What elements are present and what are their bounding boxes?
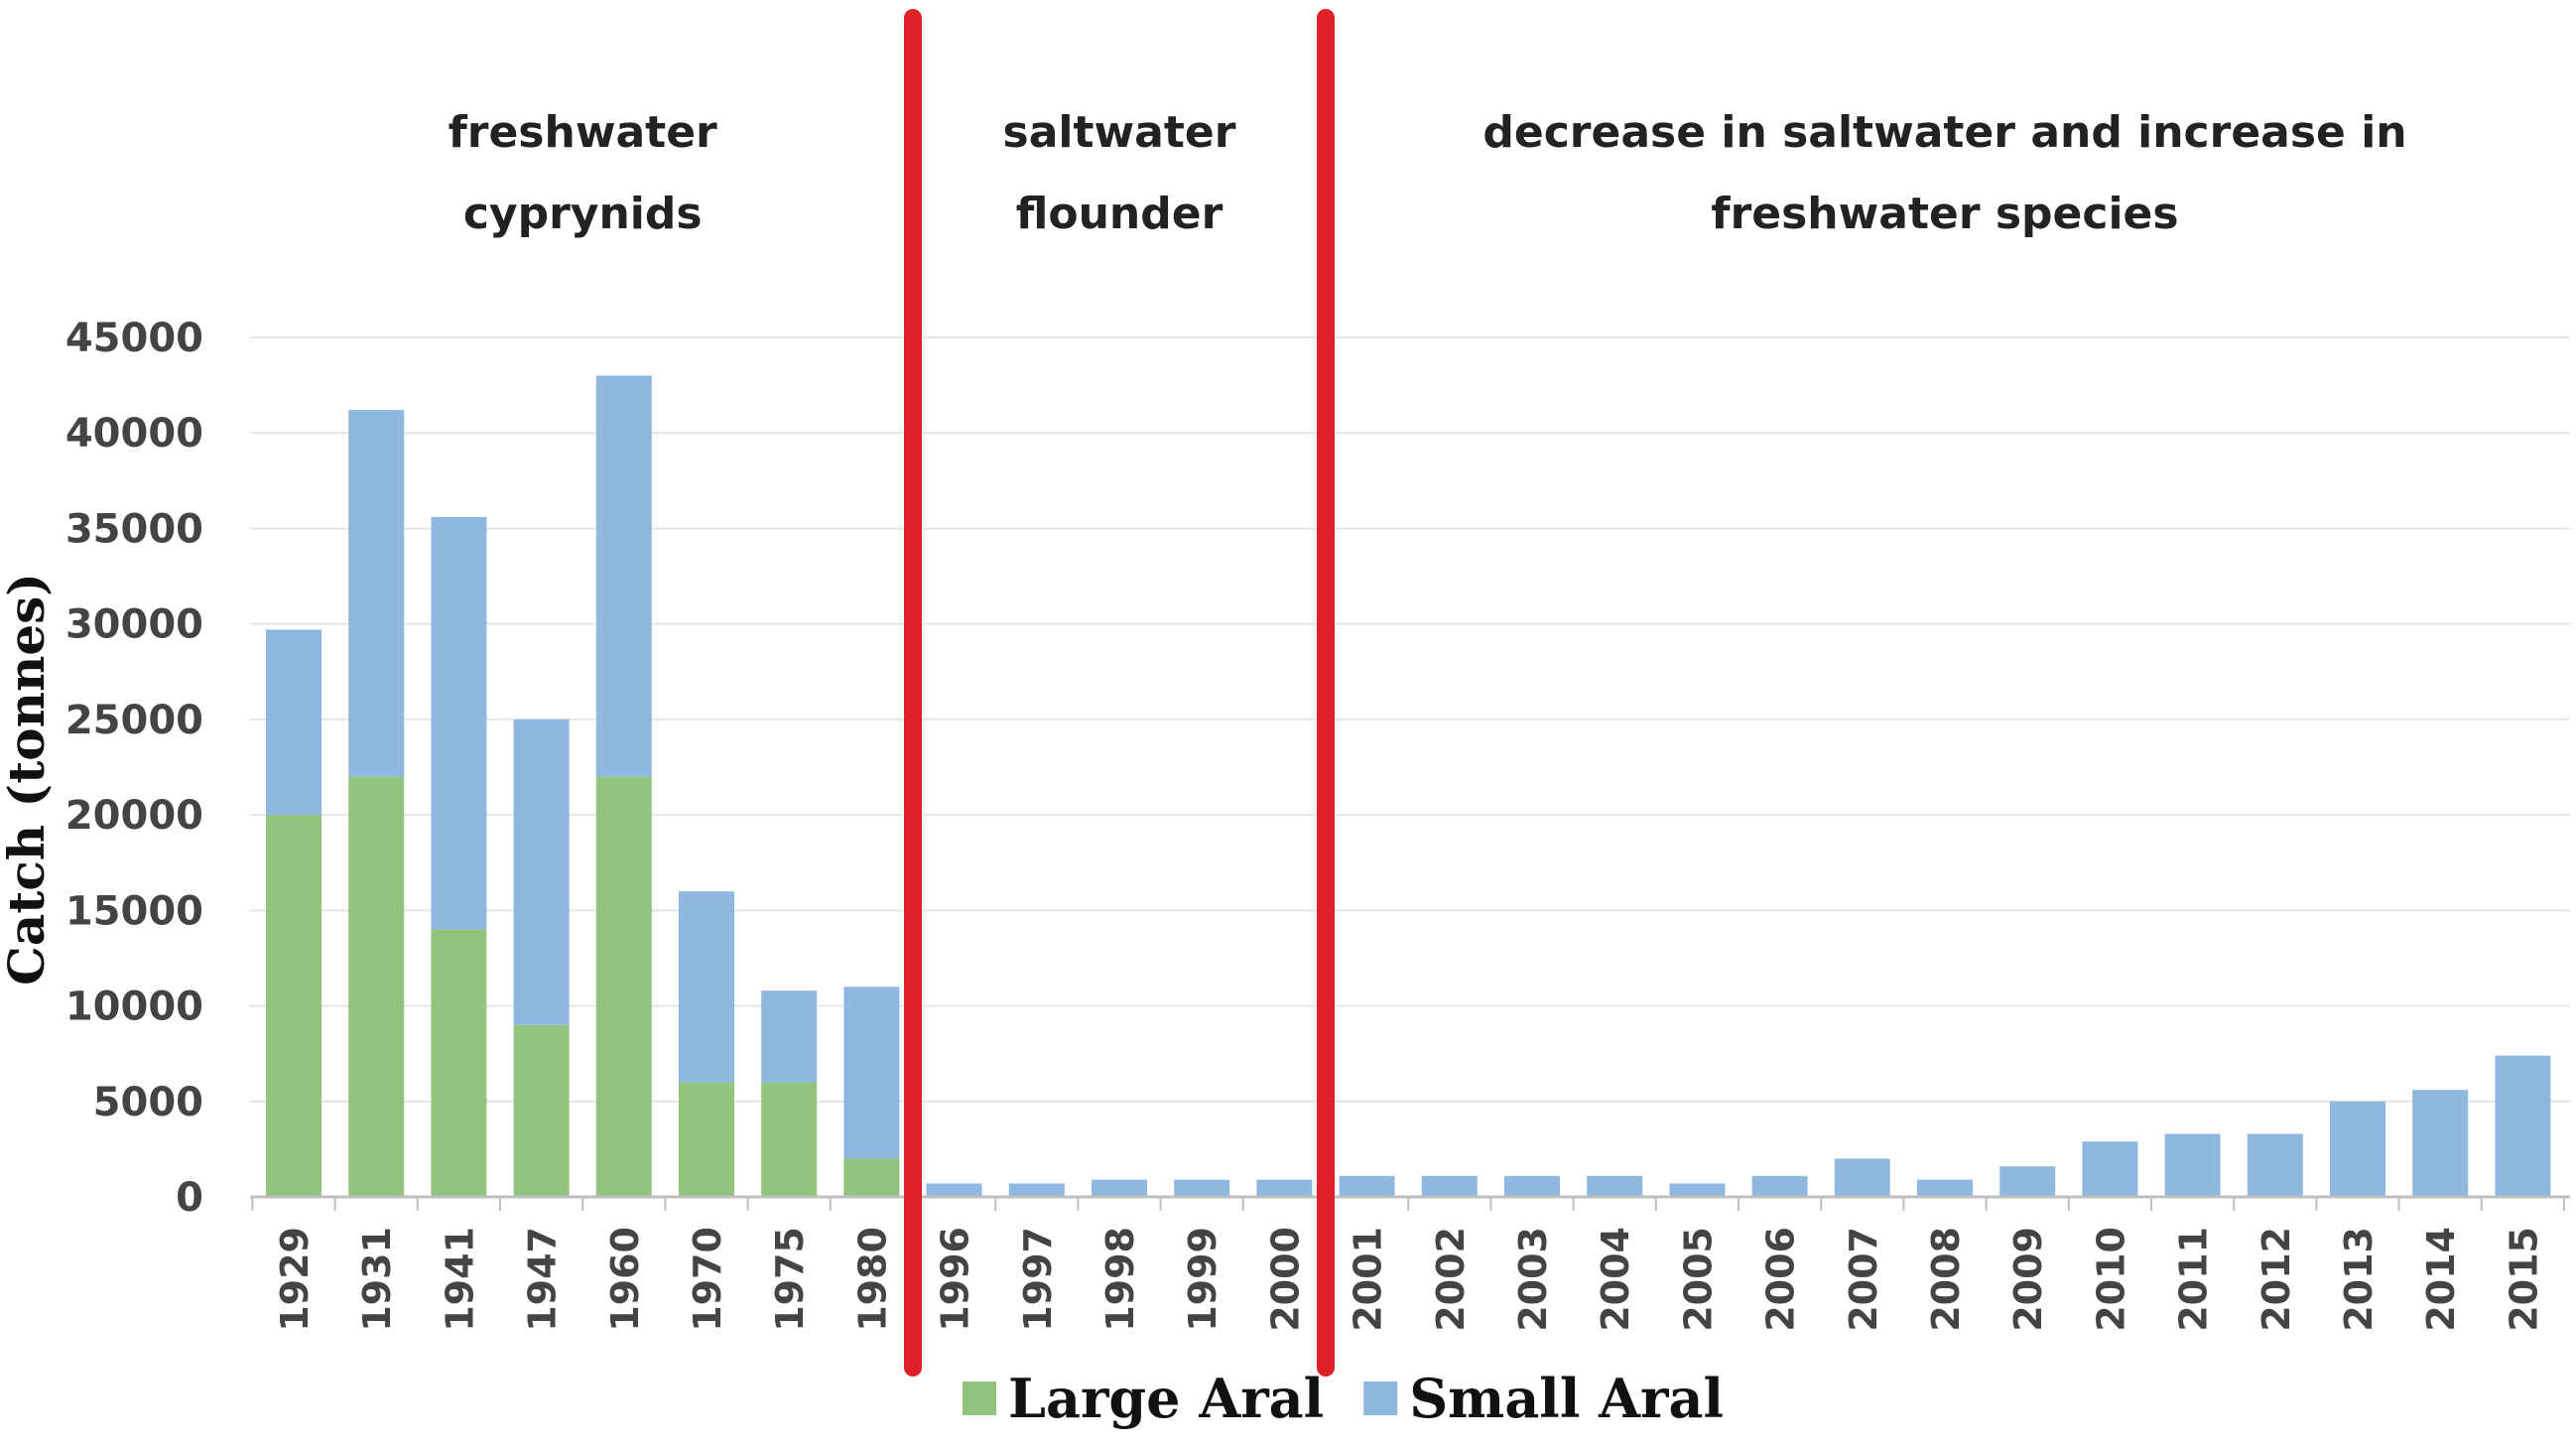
bar-small-aral-2012 (2247, 1133, 2303, 1197)
period-annotation-line: decrease in saltwater and increase in (1482, 107, 2406, 158)
bar-large-aral-1960 (595, 776, 652, 1197)
period-annotation-line: freshwater (449, 107, 717, 158)
bar-small-aral-1931 (348, 410, 405, 777)
x-tick-label: 2015 (2502, 1227, 2545, 1332)
x-tick-label: 1941 (438, 1227, 481, 1332)
x-tick-label: 1999 (1181, 1227, 1224, 1332)
bar-small-aral-1929 (266, 629, 322, 816)
axes: 0 5000 10000 15000 20000 25000 30000 35000 40000… (65, 316, 2570, 1332)
bar-small-aral-2009 (1999, 1166, 2056, 1197)
bar-small-aral-2005 (1669, 1183, 1726, 1197)
x-tick-label: 2008 (1924, 1227, 1968, 1332)
bar-large-aral-1931 (348, 776, 405, 1197)
legend-label: Large Aral (1008, 1367, 1324, 1430)
period-annotation-line: flounder (1016, 189, 1224, 239)
bar-small-aral-2007 (1834, 1158, 1890, 1197)
bar-small-aral-2008 (1917, 1179, 1973, 1197)
x-tick-label: 2007 (1842, 1227, 1885, 1332)
bar-small-aral-1947 (513, 719, 570, 1025)
bar-small-aral-2010 (2082, 1141, 2138, 1197)
bar-small-aral-1975 (761, 990, 818, 1083)
bar-small-aral-1998 (1092, 1179, 1147, 1197)
x-tick-label: 2002 (1429, 1227, 1473, 1332)
x-tick-label: 2010 (2089, 1227, 2132, 1332)
bar-small-aral-2002 (1421, 1175, 1478, 1197)
x-tick-label: 1997 (1016, 1227, 1060, 1332)
y-tick-label: 45000 (65, 316, 203, 361)
x-tick-label: 1975 (768, 1227, 812, 1332)
x-tick-label: 2011 (2172, 1227, 2216, 1332)
bar-small-aral-1999 (1174, 1179, 1230, 1197)
y-tick-label: 15000 (65, 888, 203, 934)
period-annotation-line: saltwater (1003, 107, 1236, 158)
x-tick-label: 1931 (355, 1227, 399, 1332)
x-tick-label: 1929 (273, 1227, 317, 1332)
y-axis-label: Catch (tonnes) (0, 573, 56, 986)
x-tick-label: 2009 (2006, 1227, 2050, 1332)
bar-large-aral-1929 (266, 815, 322, 1197)
x-tick-label: 2014 (2419, 1227, 2463, 1332)
y-tick-label: 35000 (65, 506, 203, 552)
x-tick-label: 2005 (1676, 1227, 1720, 1332)
x-tick-label: 2001 (1347, 1227, 1390, 1332)
bar-large-aral-1975 (761, 1082, 818, 1197)
legend: Large Aral Small Aral (963, 1367, 1724, 1430)
x-tick-label: 2000 (1263, 1227, 1307, 1332)
legend-swatch (1363, 1381, 1398, 1415)
period-dividers (904, 9, 1335, 1377)
y-tick-label: 40000 (65, 411, 203, 457)
bar-large-aral-1970 (679, 1082, 734, 1197)
x-tick-label: 1980 (850, 1227, 894, 1332)
x-tick-label: 1947 (521, 1227, 565, 1332)
bar-small-aral-1960 (595, 375, 652, 777)
bar-large-aral-1947 (513, 1024, 570, 1197)
x-tick-label: 1960 (603, 1227, 647, 1332)
bar-small-aral-1941 (431, 516, 487, 930)
x-tick-label: 2013 (2337, 1227, 2381, 1332)
period-annotation-line: cyprynids (463, 189, 703, 239)
period-annotation-line: freshwater species (1711, 189, 2178, 239)
bar-small-aral-1996 (926, 1183, 982, 1197)
x-tick-label: 2004 (1594, 1227, 1637, 1332)
x-tick-label: 1998 (1098, 1227, 1142, 1332)
legend-label: Small Aral (1409, 1367, 1724, 1430)
x-tick-label: 2012 (2254, 1227, 2298, 1332)
y-tick-label: 5000 (93, 1080, 203, 1125)
bar-small-aral-2003 (1504, 1175, 1560, 1197)
y-tick-label: 10000 (65, 985, 203, 1030)
bar-large-aral-1980 (843, 1158, 900, 1197)
bar-large-aral-1941 (431, 929, 487, 1197)
bars (266, 375, 2551, 1197)
x-tick-label: 2006 (1759, 1227, 1803, 1332)
bar-small-aral-2006 (1751, 1175, 1808, 1197)
bar-small-aral-1970 (679, 891, 734, 1083)
y-tick-label: 20000 (65, 793, 203, 839)
bar-small-aral-2000 (1256, 1179, 1313, 1197)
bar-small-aral-2013 (2330, 1101, 2385, 1197)
bar-small-aral-2014 (2412, 1090, 2469, 1197)
bar-small-aral-2015 (2495, 1055, 2551, 1197)
y-tick-label: 0 (176, 1175, 203, 1221)
x-tick-label: 1996 (934, 1227, 977, 1332)
bar-small-aral-1997 (1008, 1183, 1065, 1197)
legend-swatch (963, 1381, 996, 1415)
period-annotations: freshwater cyprynids saltwater flounder decr… (449, 107, 2407, 239)
bar-small-aral-1980 (843, 987, 900, 1159)
y-tick-label: 30000 (65, 602, 203, 648)
bar-small-aral-2011 (2164, 1133, 2221, 1197)
y-tick-label: 25000 (65, 698, 203, 743)
x-tick-label: 2003 (1511, 1227, 1555, 1332)
bar-small-aral-2004 (1587, 1175, 1643, 1197)
x-tick-label: 1970 (686, 1227, 729, 1332)
bar-small-aral-2001 (1339, 1175, 1395, 1197)
